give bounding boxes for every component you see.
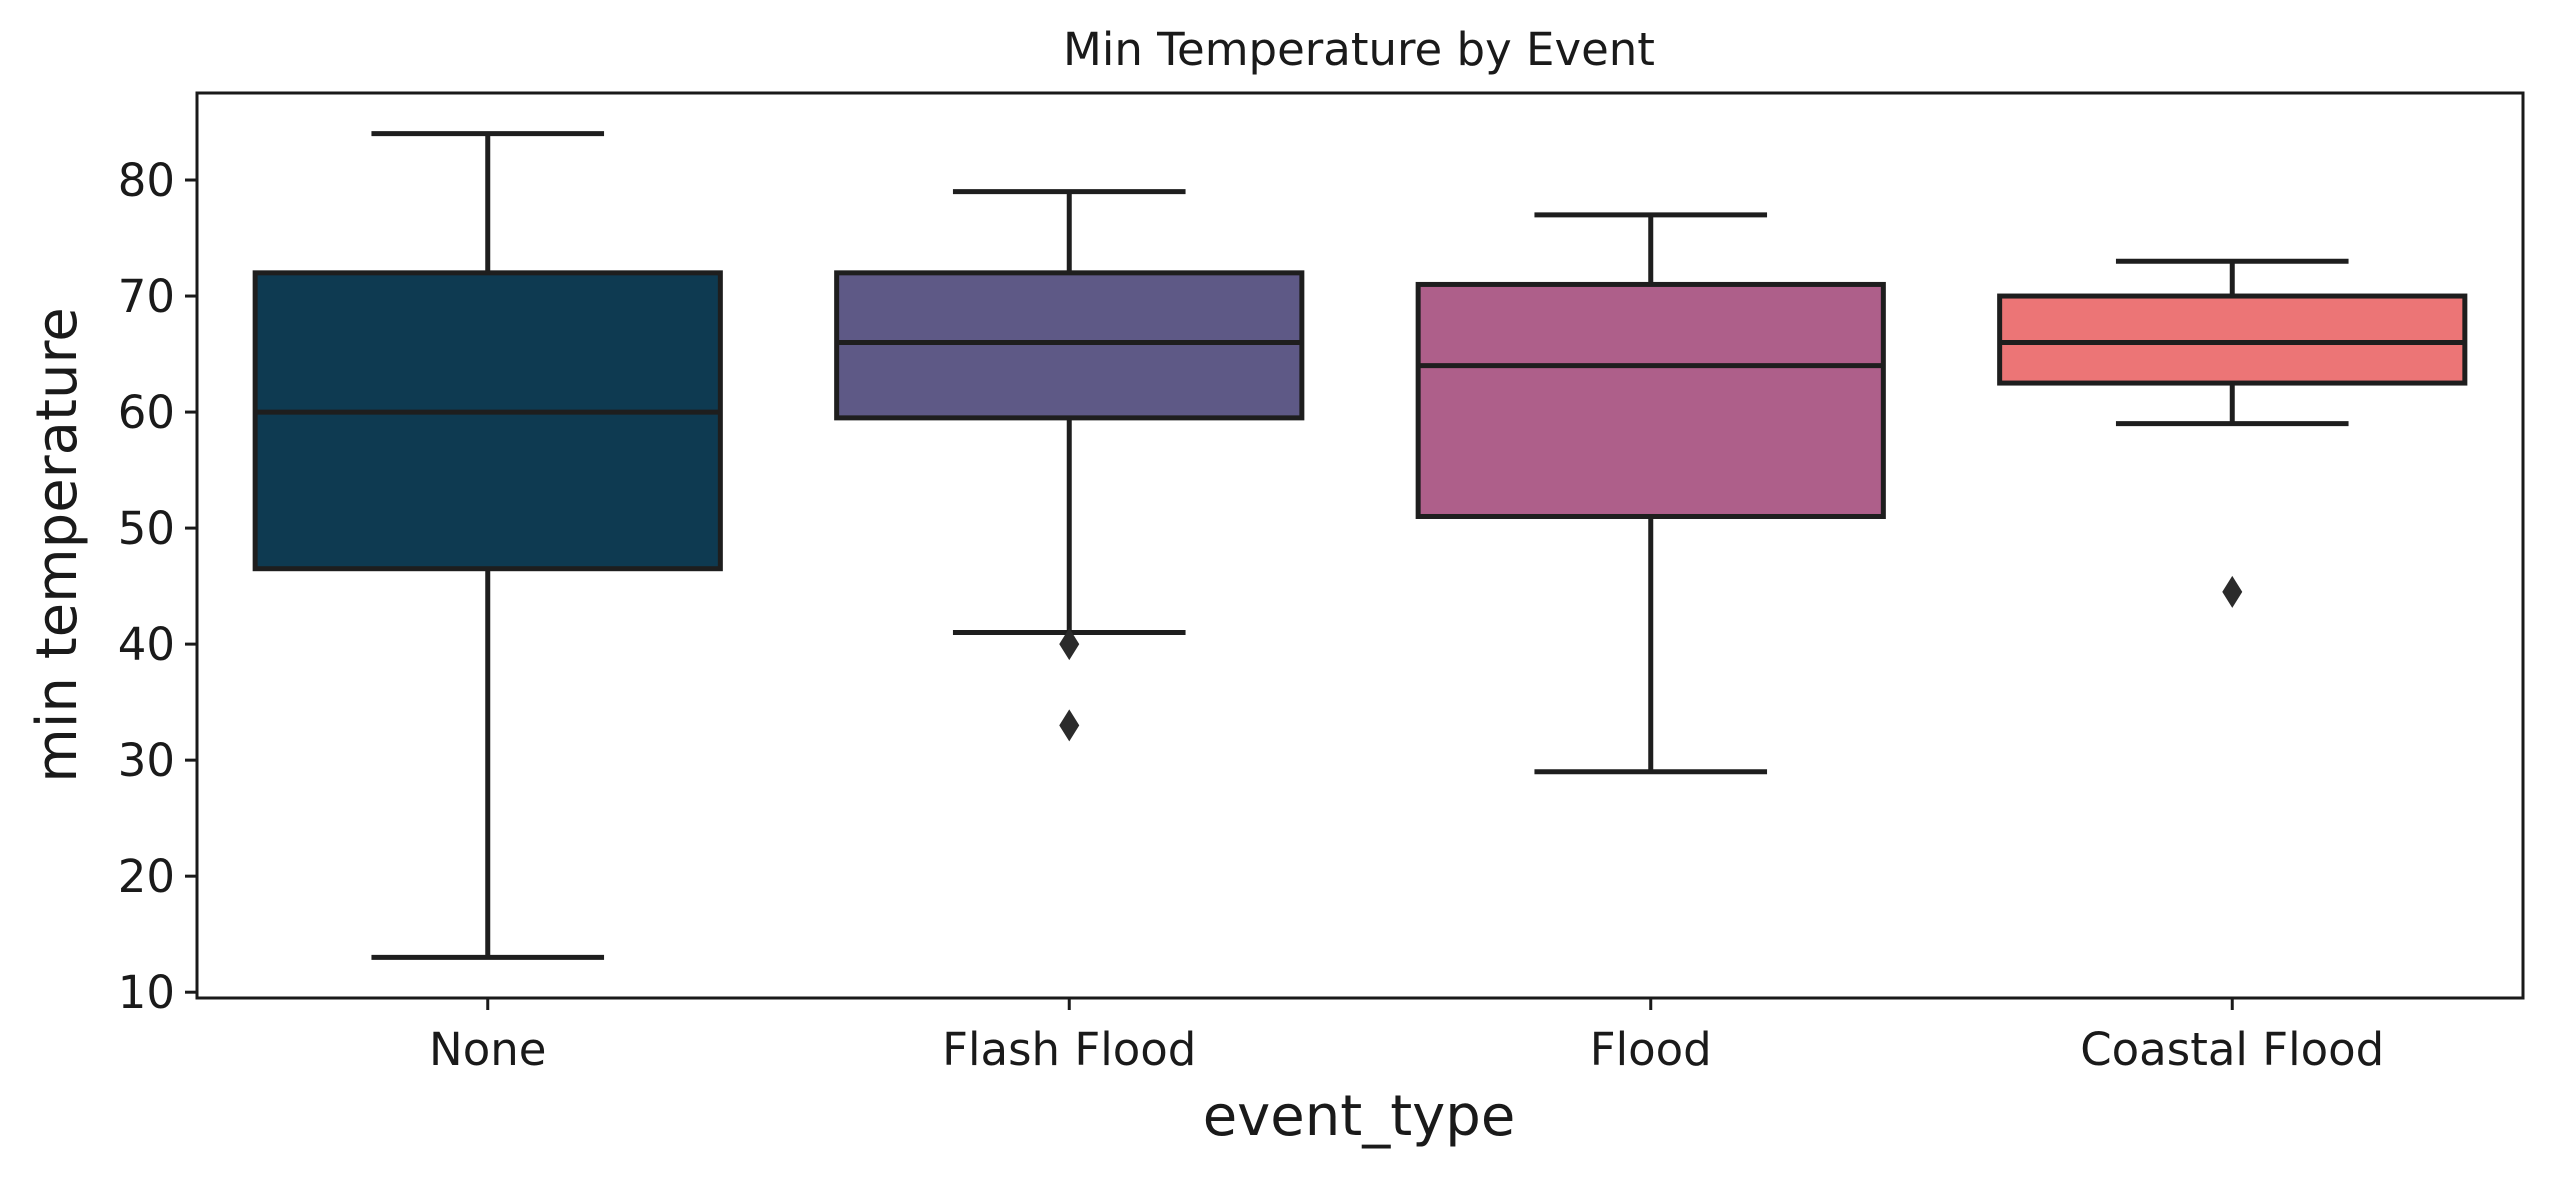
outlier-point [1059,709,1080,742]
x-tick-label: None [429,1023,546,1076]
box-group-flash-flood [834,189,1305,742]
y-tick-label: 60 [118,386,175,439]
y-axis-label: min temperature [25,307,90,782]
box-group-coastal-flood [1997,258,2468,608]
x-tick-label: Flood [1590,1023,1712,1076]
y-tick-label: 20 [118,850,175,903]
y-tick-label: 30 [118,734,175,787]
box-group-flood [1415,212,1886,775]
box-iqr [1997,293,2468,386]
y-tick-label: 80 [118,154,175,207]
x-tick-label: Flash Flood [942,1023,1196,1076]
y-tick-label: 70 [118,270,175,323]
outlier-point [1059,628,1080,661]
box-iqr [834,270,1305,421]
box-iqr [1415,281,1886,519]
y-tick-label: 50 [118,502,175,555]
outlier-point [2222,575,2243,608]
x-axis-label: event_type [1203,1084,1516,1149]
y-axis: 10 20 30 40 50 60 70 80 [118,154,197,1019]
box-iqr [252,270,723,572]
x-tick-label: Coastal Flood [2080,1023,2384,1076]
y-tick-label: 10 [118,966,175,1019]
plot-area [252,131,2468,960]
y-tick-label: 40 [118,618,175,671]
box-group-none [252,131,723,960]
chart-title: Min Temperature by Event [1063,23,1655,76]
axes-frame [195,91,2525,1000]
x-axis: None Flash Flood Flood Coastal Flood [429,998,2384,1076]
